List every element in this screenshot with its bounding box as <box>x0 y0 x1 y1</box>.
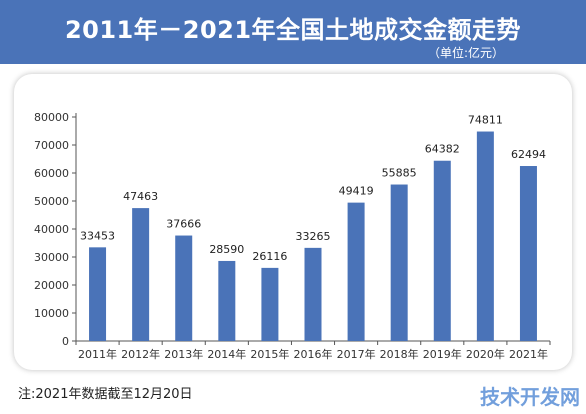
x-tick-label-6: 2016年 <box>294 347 333 361</box>
y-tick-label: 30000 <box>34 251 69 264</box>
bar-8 <box>390 184 408 341</box>
unit-label: （单位:亿元） <box>427 46 504 60</box>
data-label-5: 26116 <box>252 250 287 263</box>
x-tick-label-8: 2018年 <box>380 347 419 361</box>
y-tick-label: 10000 <box>34 307 69 320</box>
bar-3 <box>175 235 193 341</box>
data-label-3: 37666 <box>166 218 201 231</box>
data-label-8: 55885 <box>382 167 417 180</box>
data-label-9: 64382 <box>425 143 460 156</box>
watermark: 技术开发网 <box>480 385 580 409</box>
x-tick-label-11: 2021年 <box>509 347 548 361</box>
x-tick-label-4: 2014年 <box>207 347 246 361</box>
x-tick-label-1: 2011年 <box>78 347 117 361</box>
y-tick-label: 70000 <box>34 139 69 152</box>
x-tick-label-3: 2013年 <box>164 347 203 361</box>
y-tick-label: 0 <box>62 335 69 348</box>
title-banner <box>0 0 586 64</box>
data-label-7: 49419 <box>339 185 374 198</box>
data-label-1: 33453 <box>80 229 115 242</box>
y-tick-label: 50000 <box>34 195 69 208</box>
data-label-11: 62494 <box>511 148 546 161</box>
bar-6 <box>304 247 322 341</box>
data-label-6: 33265 <box>296 230 331 243</box>
x-tick-label-9: 2019年 <box>423 347 462 361</box>
bar-7 <box>347 202 365 341</box>
bar-10 <box>476 131 494 341</box>
data-label-2: 47463 <box>123 190 158 203</box>
x-tick-label-10: 2020年 <box>466 347 505 361</box>
data-label-10: 74811 <box>468 114 503 127</box>
y-tick-label: 20000 <box>34 279 69 292</box>
bar-9 <box>433 160 451 341</box>
bar-1 <box>89 247 107 341</box>
y-tick-label: 80000 <box>34 111 69 124</box>
y-tick-label: 60000 <box>34 167 69 180</box>
footnote: 注:2021年数据截至12月20日 <box>18 387 193 402</box>
x-tick-label-5: 2015年 <box>250 347 289 361</box>
bar-2 <box>132 208 150 341</box>
data-label-4: 28590 <box>209 243 244 256</box>
bar-11 <box>519 166 537 341</box>
bar-5 <box>261 267 279 341</box>
x-tick-label-2: 2012年 <box>121 347 160 361</box>
y-tick-label: 40000 <box>34 223 69 236</box>
bar-4 <box>218 260 236 341</box>
x-tick-label-7: 2017年 <box>337 347 376 361</box>
chart-title: 2011年－2021年全国土地成交金额走势 <box>64 16 522 44</box>
